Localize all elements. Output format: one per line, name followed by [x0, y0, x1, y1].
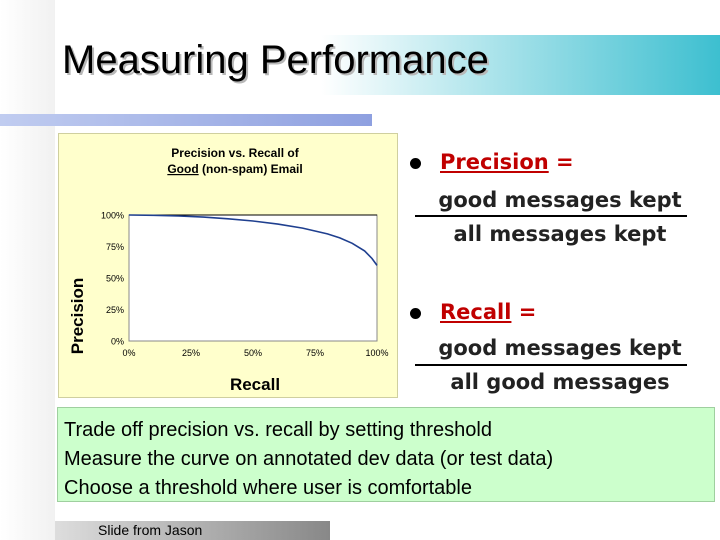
y-tick-label: 75%: [106, 242, 124, 252]
note-line: Trade off precision vs. recall by settin…: [64, 419, 492, 441]
recall-term: Recall =: [440, 300, 537, 324]
precision-term: Precision =: [440, 150, 574, 174]
title-divider: [0, 114, 372, 126]
precision-recall-curve: [128, 214, 378, 266]
x-tick-label: 25%: [182, 348, 200, 358]
y-axis-label: Precision: [68, 278, 87, 355]
title-band: [55, 35, 720, 95]
x-tick-label: 100%: [365, 348, 388, 358]
chart-canvas: Precision vs. Recall of Good (non-spam) …: [68, 146, 389, 394]
y-tick-label: 0%: [111, 337, 124, 347]
recall-denominator: all good messages: [450, 370, 670, 394]
slide-credit: Slide from Jason: [98, 522, 203, 538]
y-tick-label: 25%: [106, 305, 124, 315]
precision-recall-chart: Precision vs. Recall of Good (non-spam) …: [58, 133, 398, 398]
note-line: Choose a threshold where user is comfort…: [64, 477, 472, 499]
x-tick-label: 50%: [244, 348, 262, 358]
recall-numerator: good messages kept: [438, 336, 682, 360]
fraction-line: [415, 215, 687, 217]
precision-denominator: all messages kept: [453, 222, 667, 246]
y-tick-label: 50%: [106, 274, 124, 284]
x-tick-label: 75%: [306, 348, 324, 358]
plot-area: [128, 214, 378, 342]
fraction-line: [415, 364, 687, 366]
chart-title-line1: Precision vs. Recall of: [171, 146, 299, 160]
chart-title-line2: Good (non-spam) Email: [167, 162, 302, 176]
y-tick-label: 100%: [101, 211, 124, 221]
note-line: Measure the curve on annotated dev data …: [64, 448, 554, 470]
bullet-icon: [410, 158, 421, 169]
left-margin-band: [0, 0, 55, 540]
credit-band: [55, 521, 330, 540]
slide-title: Measuring Performance: [62, 38, 489, 82]
x-tick-label: 0%: [122, 348, 135, 358]
precision-numerator: good messages kept: [438, 188, 682, 212]
x-axis-label: Recall: [230, 375, 280, 394]
takeaways-box: Trade off precision vs. recall by settin…: [57, 407, 715, 502]
bullet-icon: [410, 308, 421, 319]
